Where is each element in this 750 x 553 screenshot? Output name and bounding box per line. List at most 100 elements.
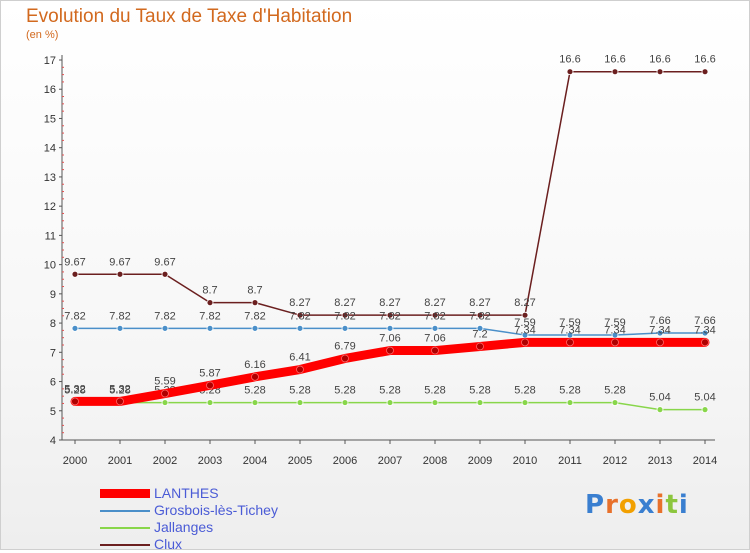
data-point: [431, 311, 439, 319]
data-label: 5.28: [559, 385, 580, 397]
data-point: [476, 324, 484, 332]
x-tick-label: 2010: [513, 455, 537, 467]
data-point: [701, 338, 709, 347]
data-point: [656, 68, 664, 76]
data-point: [296, 324, 304, 332]
y-tick-label: 16: [44, 84, 56, 96]
data-label: 7.06: [424, 333, 445, 345]
data-label: 9.67: [64, 256, 85, 268]
legend-label: Clux: [154, 536, 183, 552]
data-point: [611, 68, 619, 76]
data-label: 7.66: [649, 315, 670, 327]
y-tick-label: 6: [50, 377, 56, 389]
legend-item-jallanges: Jallanges: [100, 519, 360, 536]
data-label: 7.82: [64, 310, 85, 322]
x-tick-label: 2012: [603, 455, 627, 467]
x-tick-label: 2002: [153, 455, 177, 467]
data-point: [251, 299, 259, 307]
data-point: [611, 338, 619, 347]
data-label: 5.28: [109, 385, 130, 397]
logo-letter: i: [678, 490, 689, 520]
x-tick-label: 2008: [423, 455, 447, 467]
series-line-clux: [74, 70, 706, 316]
data-label: 5.04: [694, 392, 715, 404]
legend: LANTHES Grosbois-lès-Tichey Jallanges Cl…: [100, 485, 360, 553]
data-label: 7.59: [604, 317, 625, 329]
x-tick-label: 2011: [558, 455, 582, 467]
data-point: [566, 68, 574, 76]
data-label: 8.27: [469, 297, 490, 309]
data-point: [341, 354, 349, 363]
data-point: [431, 346, 439, 355]
data-point: [611, 399, 619, 406]
data-label: 5.28: [379, 385, 400, 397]
data-label: 7.82: [379, 310, 400, 322]
data-point: [521, 399, 529, 406]
data-point: [71, 270, 79, 278]
data-label: 5.32: [64, 383, 85, 395]
x-tick-label: 2003: [198, 455, 222, 467]
legend-label: Grosbois-lès-Tichey: [154, 502, 278, 518]
data-label: 7.59: [514, 317, 535, 329]
logo-letter: i: [655, 490, 666, 520]
y-tick-label: 7: [50, 347, 56, 359]
x-tick-label: 2001: [108, 455, 132, 467]
x-tick-label: 2006: [333, 455, 357, 467]
data-label: 8.27: [514, 297, 535, 309]
data-label: 5.28: [289, 385, 310, 397]
x-tick-label: 2005: [288, 455, 312, 467]
data-point: [296, 399, 304, 406]
data-label: 8.27: [379, 297, 400, 309]
data-label: 5.87: [199, 367, 220, 379]
data-label: 7.06: [379, 333, 400, 345]
data-point: [161, 389, 169, 398]
logo-letter: P: [585, 490, 606, 520]
data-label: 7.59: [559, 317, 580, 329]
chart-subtitle: (en %): [26, 29, 59, 41]
data-point: [161, 270, 169, 278]
data-point: [386, 311, 394, 319]
y-tick-label: 4: [50, 435, 56, 447]
data-label: 8.27: [334, 297, 355, 309]
data-label: 7.82: [469, 310, 490, 322]
data-label: 9.67: [109, 256, 130, 268]
data-point: [521, 311, 529, 319]
data-label: 8.27: [289, 297, 310, 309]
legend-swatch: [100, 544, 150, 546]
data-point: [296, 311, 304, 319]
data-point: [296, 365, 304, 374]
data-label: 5.28: [64, 385, 85, 397]
data-point: [386, 346, 394, 355]
y-tick-label: 10: [44, 260, 56, 272]
legend-swatch: [100, 510, 150, 512]
data-point: [251, 324, 259, 332]
data-point: [386, 399, 394, 406]
data-label: 5.28: [424, 385, 445, 397]
data-label: 6.41: [289, 352, 310, 364]
y-tick-label: 12: [44, 201, 56, 213]
data-label: 16.6: [559, 54, 580, 66]
data-label: 7.82: [154, 310, 175, 322]
logo-letter: o: [618, 490, 638, 520]
data-point: [161, 324, 169, 332]
data-point: [251, 399, 259, 406]
proxiti-logo: Proxiti: [585, 490, 689, 520]
data-label: 5.28: [514, 385, 535, 397]
data-label: 7.34: [649, 324, 670, 336]
legend-item-clux: Clux: [100, 536, 360, 553]
data-point: [701, 406, 709, 414]
data-label: 5.32: [109, 383, 130, 395]
data-label: 7.82: [424, 310, 445, 322]
data-point: [656, 329, 664, 337]
data-point: [161, 399, 169, 406]
data-label: 7.66: [694, 315, 715, 327]
data-label: 7.34: [559, 324, 580, 336]
data-label: 6.16: [244, 359, 265, 371]
data-point: [566, 338, 574, 347]
x-tick-label: 2007: [378, 455, 402, 467]
logo-letter: x: [637, 490, 656, 520]
data-label: 7.82: [289, 310, 310, 322]
data-label: 5.59: [154, 376, 175, 388]
data-point: [431, 324, 439, 332]
data-point: [701, 329, 709, 337]
